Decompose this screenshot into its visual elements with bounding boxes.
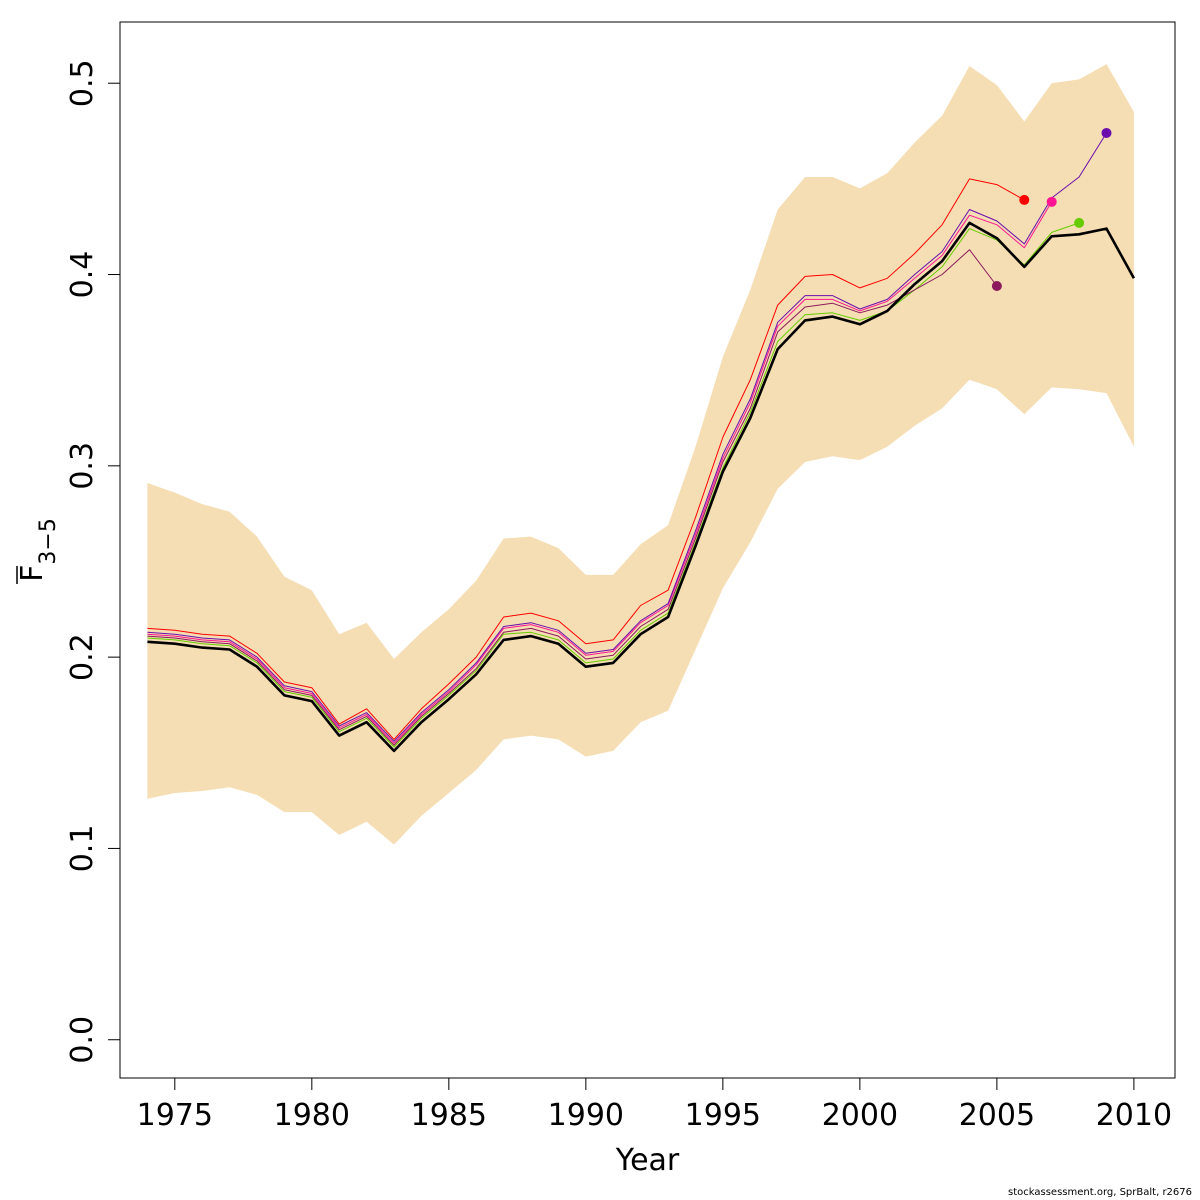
svg-text:F3−5: F3−5 <box>15 518 61 582</box>
series-end-point <box>991 281 1002 291</box>
y-axis-title-sub: 3−5 <box>36 518 61 564</box>
x-axis: 1975 1980 1985 1990 1995 2000 2005 2010 <box>137 1077 1172 1133</box>
y-tick-label: 0.1 <box>65 825 100 873</box>
series-line <box>147 249 998 746</box>
series-end-point <box>1101 127 1112 138</box>
x-tick-label: 1995 <box>685 1098 761 1133</box>
x-tick-label: 2010 <box>1096 1098 1172 1133</box>
x-tick-label: 1990 <box>548 1098 624 1133</box>
series-line <box>147 221 1136 753</box>
y-axis-title: F3−5 <box>15 518 61 584</box>
y-tick-label: 0.3 <box>65 442 100 490</box>
series-line <box>147 132 1107 742</box>
confidence-band <box>147 64 1134 845</box>
x-tick-label: 1985 <box>411 1098 487 1133</box>
series-end-point <box>1019 194 1030 205</box>
series-line <box>147 178 1025 740</box>
series-layer <box>147 132 1136 753</box>
x-tick-label: 1975 <box>137 1098 213 1133</box>
y-axis: 0.0 0.1 0.2 0.3 0.4 0.5 <box>65 59 121 1064</box>
y-tick-label: 0.2 <box>65 633 100 681</box>
x-tick-label: 2000 <box>822 1098 898 1133</box>
series-end-point <box>1074 217 1085 228</box>
series-end-point <box>1046 196 1057 207</box>
x-tick-label: 2005 <box>959 1098 1035 1133</box>
series-line <box>147 222 1080 748</box>
series-line <box>147 201 1053 744</box>
credit-text: stockassessment.org, SprBalt, r2676 <box>1008 1187 1192 1198</box>
y-tick-label: 0.0 <box>65 1016 100 1064</box>
end-marker-layer <box>991 127 1112 291</box>
y-tick-label: 0.4 <box>65 251 100 299</box>
x-tick-label: 1980 <box>274 1098 350 1133</box>
y-axis-title-main: F <box>15 565 50 582</box>
x-axis-title: Year <box>615 1143 680 1178</box>
y-tick-label: 0.5 <box>65 59 100 107</box>
confidence-band-layer <box>147 64 1134 845</box>
